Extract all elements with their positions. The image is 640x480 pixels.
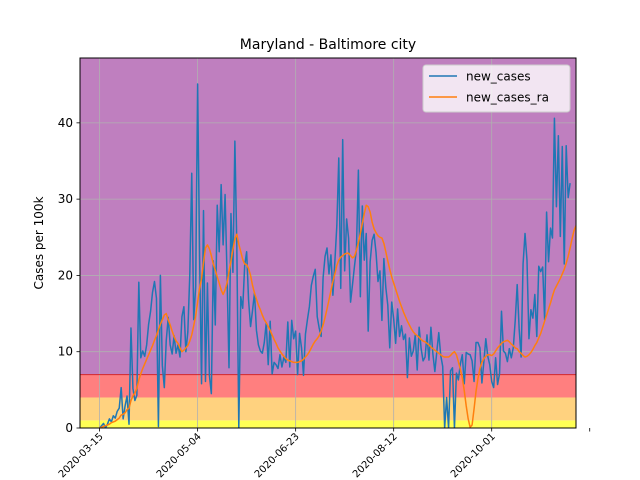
y-tick-label-4: 40 [58,116,73,130]
y-tick-label-0: 0 [65,421,73,435]
chart-title: Maryland - Baltimore city [240,37,416,53]
y-tick-label-1: 10 [58,345,73,359]
y-axis: 0 10 20 30 40 [58,116,80,435]
y-tick-label-3: 30 [58,192,73,206]
series-layer [99,83,576,428]
risk-band-1 [80,397,576,421]
risk-band-2 [80,374,576,398]
axes-frame [79,57,577,429]
legend: new_cases new_cases_ra [422,64,571,113]
legend-box [422,64,571,113]
series-line-new_cases_ra [99,204,576,428]
risk-bands [80,58,576,428]
legend-label-new_cases_ra: new_cases_ra [466,91,549,105]
y-axis-label: Cases per 100k [32,196,46,289]
y-tick-label-2: 20 [58,268,73,282]
risk-band-0 [80,420,576,428]
legend-label-new_cases: new_cases [466,70,531,84]
